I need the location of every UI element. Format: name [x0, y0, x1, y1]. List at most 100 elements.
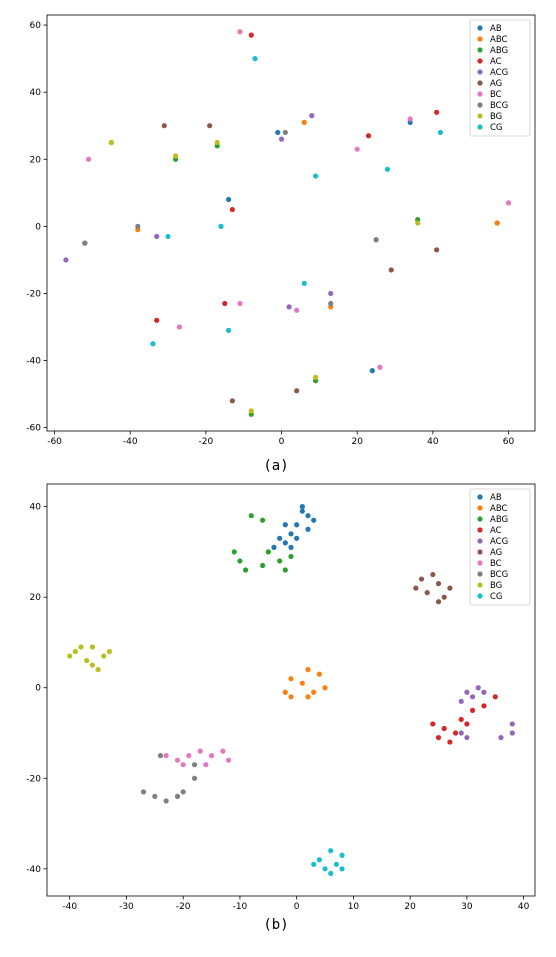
data-point-bg — [108, 139, 114, 146]
data-point-ag — [430, 571, 436, 578]
data-point-abc — [301, 119, 307, 125]
x-tick-label: -30 — [119, 902, 134, 912]
data-point-abc — [316, 671, 322, 677]
series-bg — [67, 644, 113, 673]
data-point-cg — [437, 129, 444, 136]
data-point-bc — [505, 200, 512, 206]
caption-a: (a) — [263, 458, 288, 474]
data-point-cg — [339, 866, 345, 872]
legend-box — [469, 19, 531, 137]
data-point-ac — [458, 716, 464, 723]
data-point-bg — [106, 648, 113, 655]
data-point-bg — [89, 644, 95, 650]
data-point-abc — [311, 689, 317, 695]
data-point-bc — [225, 757, 232, 763]
data-point-bcg — [135, 223, 141, 229]
data-point-acg — [475, 685, 481, 691]
y-tick-label: -20 — [26, 774, 41, 784]
y-tick-label: 20 — [30, 593, 42, 603]
data-point-abg — [243, 567, 249, 573]
data-point-ac — [492, 694, 498, 700]
data-point-acg — [509, 730, 515, 736]
data-point-ab — [305, 513, 311, 519]
legend-label-bg: BG — [490, 581, 502, 591]
data-point-acg — [458, 730, 464, 736]
data-point-ab — [275, 129, 281, 136]
data-point-abg — [265, 549, 271, 555]
data-point-acg — [278, 136, 285, 142]
data-point-bcg — [328, 300, 334, 307]
series-cg — [150, 56, 444, 347]
legend-marker-abc — [477, 505, 483, 511]
x-tick-label: -40 — [123, 437, 138, 447]
data-point-ab — [294, 535, 300, 541]
data-point-ab — [288, 531, 294, 537]
data-point-bg — [173, 153, 179, 159]
data-point-ab — [225, 196, 232, 203]
data-point-ac — [452, 730, 459, 736]
data-point-cg — [150, 341, 156, 347]
data-point-bcg — [174, 793, 181, 799]
series-ag — [161, 123, 440, 404]
data-point-ab — [294, 522, 300, 528]
data-point-bcg — [140, 789, 147, 795]
data-point-bg — [214, 139, 220, 146]
y-tick-label: 0 — [35, 222, 41, 232]
data-point-abc — [299, 680, 305, 686]
data-point-ab — [299, 504, 305, 510]
data-point-bcg — [157, 753, 164, 759]
data-point-acg — [286, 304, 292, 310]
series-bcg — [140, 753, 198, 804]
data-point-ac — [229, 206, 235, 213]
plot-frame — [46, 483, 536, 897]
data-point-ab — [277, 535, 283, 541]
legend-marker-bcg — [477, 102, 483, 108]
data-point-bg — [95, 667, 101, 673]
legend-marker-bc — [477, 91, 483, 97]
data-point-ac — [248, 32, 254, 38]
legend-marker-ab — [477, 494, 483, 500]
data-point-abc — [288, 694, 294, 700]
data-point-bcg — [82, 240, 88, 246]
data-point-bg — [67, 653, 73, 659]
data-point-ab — [311, 517, 317, 523]
x-tick-label: -10 — [233, 902, 248, 912]
data-point-bg — [312, 374, 319, 380]
x-tick-label: 10 — [348, 902, 360, 912]
data-point-abg — [248, 513, 254, 519]
data-point-cg — [218, 223, 224, 229]
series-bc — [86, 29, 512, 370]
data-point-bcg — [163, 798, 169, 804]
data-point-bc — [176, 324, 183, 330]
legend-marker-ac — [477, 527, 483, 533]
y-tick-label: 20 — [30, 155, 42, 165]
series-ac — [154, 32, 440, 323]
data-point-ag — [388, 267, 394, 273]
legend-label-bc: BC — [490, 559, 502, 569]
series-abg — [231, 513, 294, 573]
data-point-bcg — [373, 237, 379, 243]
data-point-abg — [282, 567, 288, 573]
data-point-ac — [434, 109, 440, 115]
data-point-bc — [203, 762, 209, 768]
data-point-bcg — [180, 789, 186, 795]
x-tick-label: 30 — [461, 902, 473, 912]
x-tick-label: -40 — [62, 902, 77, 912]
data-point-ab — [282, 540, 288, 546]
series-abc — [282, 667, 328, 700]
chart-b: -40 -30 -20 -10 0 10 20 30 40 -40 -20 0 20 40 ABABCABG… — [26, 483, 536, 933]
data-point-ag — [441, 594, 447, 600]
data-point-ab — [271, 544, 277, 550]
x-tick-label: 40 — [427, 437, 439, 447]
y-tick-label: -40 — [26, 357, 41, 367]
x-tick-label: 40 — [518, 902, 530, 912]
data-point-abg — [260, 562, 266, 569]
legend-marker-ag — [477, 80, 483, 86]
series-abg — [108, 139, 421, 417]
data-point-bg — [78, 644, 84, 650]
data-point-bc — [407, 116, 413, 122]
data-point-bcg — [282, 129, 288, 136]
data-point-acg — [469, 694, 476, 700]
